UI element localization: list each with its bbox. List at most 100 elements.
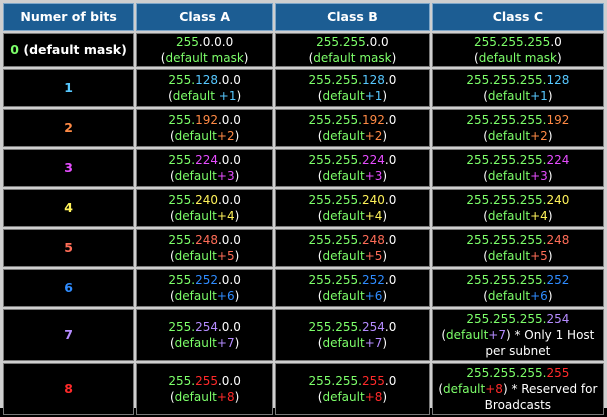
default-label: default — [487, 129, 531, 143]
plus-bits: +2 — [364, 129, 383, 143]
mask-octets-default: 255. — [168, 233, 196, 247]
class-a-cell: 255.240.0.0 (default+4) — [136, 189, 274, 227]
mask-octet-subnet: 254 — [546, 312, 570, 326]
table-row: 3 255.224.0.0 (default+3) 255.255.224.0 (def… — [3, 149, 604, 187]
paren-open: ( — [317, 336, 323, 350]
plus-bits: +5 — [364, 249, 383, 263]
plus-bits: +6 — [216, 289, 235, 303]
default-label: default — [322, 336, 365, 350]
mask-octet-subnet: 248 — [361, 233, 385, 247]
class-a-cell: 255.254.0.0 (default+7) — [136, 309, 274, 361]
mask-octet-subnet: 224 — [361, 153, 385, 167]
mask-octets-default: 255.255.255. — [466, 73, 547, 87]
mask-octets-default: 255. — [168, 320, 196, 334]
header-class-c: Class C — [431, 3, 604, 31]
mask-octet-subnet: 240 — [361, 193, 385, 207]
mask-octets-default: 255. — [168, 113, 196, 127]
paren-close: ) — [547, 89, 553, 103]
class-b-cell: 255.255.252.0 (default+6) — [275, 269, 430, 307]
mask-octet-subnet: 192 — [195, 113, 218, 127]
plus-bits: +4 — [530, 209, 548, 223]
mask-octet-subnet: 224 — [546, 153, 570, 167]
plus-bits: +7 — [364, 336, 383, 350]
paren-close: ) — [382, 289, 388, 303]
mask-octet-subnet: 224 — [195, 153, 218, 167]
default-label: default — [174, 209, 217, 223]
mask-octet-subnet: 128 — [361, 73, 385, 87]
paren-close: ) — [547, 289, 553, 303]
mask-octets-default: 255.255. — [308, 273, 362, 287]
default-label: default — [322, 390, 365, 404]
class-c-cell: 255.255.255.248 (default+5) — [431, 229, 604, 267]
mask-octets-default: 255.255.255. — [466, 273, 547, 287]
mask-octets-zero: .0.0 — [217, 273, 241, 287]
paren-open: ( — [169, 390, 175, 404]
plus-bits: +6 — [364, 289, 383, 303]
default-label: default — [446, 328, 489, 342]
mask-octets-zero: .0.0 — [217, 153, 241, 167]
plus-bits: +1 — [530, 89, 548, 103]
paren-open: ( — [169, 289, 175, 303]
default-label: default — [487, 249, 531, 263]
mask-octets-default: 255. — [168, 273, 196, 287]
bits-cell: 1 — [3, 69, 135, 107]
class-b-cell: 255.255.0.0 (default mask) — [275, 33, 430, 67]
plus-bits: +8 — [364, 390, 383, 404]
plus-bits: +8 — [216, 390, 235, 404]
default-label: default — [322, 209, 365, 223]
default-label: default — [172, 89, 219, 103]
class-b-cell: 255.255.128.0 (default+1) — [275, 69, 430, 107]
class-c-cell: 255.255.255.255 (default+8) * Reserved fo… — [431, 363, 604, 415]
mask-octets-default: 255.255.255 — [473, 35, 551, 49]
class-c-cell: 255.255.255.240 (default+4) — [431, 189, 604, 227]
mask-octets-zero: .0.0 — [217, 113, 241, 127]
paren-open: ( — [308, 51, 314, 65]
paren-close: ) — [382, 129, 388, 143]
table-row: 0 (default mask) 255.0.0.0 (default mask) 2… — [3, 33, 604, 67]
paren-open: ( — [168, 89, 173, 103]
plus-bits: +7 — [488, 328, 506, 342]
class-a-cell: 255.252.0.0 (default+6) — [136, 269, 274, 307]
mask-octets-default: 255.255 — [316, 35, 366, 49]
paren-open: ( — [169, 249, 175, 263]
bits-value: 3 — [64, 160, 73, 175]
header-class-a: Class A — [136, 3, 274, 31]
mask-octets-default: 255.255. — [308, 73, 362, 87]
paren-close: ) — [234, 169, 240, 183]
bits-value: 0 — [10, 42, 19, 57]
header-bits: Numer of bits — [3, 3, 135, 31]
mask-octet-subnet: 240 — [546, 193, 570, 207]
class-c-cell: 255.255.255.252 (default+6) — [431, 269, 604, 307]
paren-close: ) — [234, 249, 240, 263]
default-label: default — [322, 289, 365, 303]
mask-octets-zero: .0 — [384, 320, 397, 334]
mask-octet-subnet: 128 — [546, 73, 570, 87]
mask-octets-default: 255. — [168, 153, 196, 167]
paren-close: ) — [382, 249, 388, 263]
bits-cell: 3 — [3, 149, 135, 187]
bits-value: 1 — [64, 80, 73, 95]
class-a-cell: 255.128.0.0 (default +1) — [136, 69, 274, 107]
table-row: 6 255.252.0.0 (default+6) 255.255.252.0 (def… — [3, 269, 604, 307]
paren-open: ( — [483, 289, 488, 303]
mask-octets-default: 255. — [168, 193, 196, 207]
class-b-cell: 255.255.192.0 (default+2) — [275, 109, 430, 147]
mask-octets-default: 255.255.255. — [466, 366, 547, 380]
mask-octets-default: 255. — [168, 374, 196, 388]
bits-value: 6 — [64, 280, 73, 295]
table-row: 8 255.255.0.0 (default+8) 255.255.255.0 (def… — [3, 363, 604, 415]
paren-open: ( — [483, 209, 488, 223]
mask-octets-default: 255.255. — [308, 193, 362, 207]
class-c-cell: 255.255.255.0 (default mask) — [431, 33, 604, 67]
table-body: 0 (default mask) 255.0.0.0 (default mask) 2… — [3, 33, 604, 415]
plus-bits: +5 — [530, 249, 548, 263]
mask-octets-default: 255.255.255. — [466, 153, 547, 167]
mask-octets-zero: .0.0 — [217, 320, 241, 334]
class-a-cell: 255.224.0.0 (default+3) — [136, 149, 274, 187]
paren-open: ( — [483, 169, 488, 183]
mask-octets-zero: .0 — [384, 233, 397, 247]
default-label: default — [322, 249, 365, 263]
mask-octet-subnet: 252 — [195, 273, 218, 287]
mask-octets-default: 255.255.255. — [466, 312, 547, 326]
